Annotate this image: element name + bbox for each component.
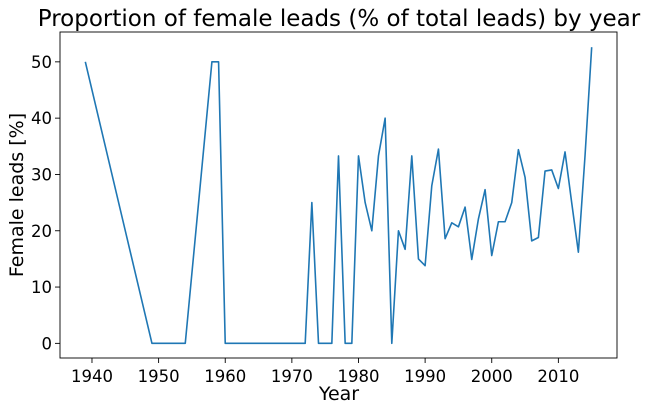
y-tick-label: 0 (42, 334, 53, 353)
x-tick-label: 1940 (71, 367, 113, 386)
y-tick-label: 50 (31, 53, 52, 72)
y-axis-label: Female leads [%] (6, 113, 28, 277)
x-tick-label: 1970 (271, 367, 313, 386)
x-tick-label: 1950 (138, 367, 180, 386)
y-tick-label: 30 (31, 165, 52, 184)
y-tick-label: 10 (31, 278, 52, 297)
x-axis-label: Year (318, 383, 359, 405)
y-tick-label: 20 (31, 222, 52, 241)
x-axis-ticks: 1940 1950 1960 1970 1980 1990 2000 2010 (71, 358, 579, 386)
x-tick-label: 2000 (471, 367, 513, 386)
chart-title: Proportion of female leads (% of total l… (38, 6, 641, 32)
series-line (84, 47, 593, 345)
y-axis-ticks: 0 10 20 30 40 50 (31, 53, 60, 353)
x-tick-label: 2010 (537, 367, 579, 386)
x-tick-label: 1960 (204, 367, 246, 386)
plot-area-frame (59, 31, 618, 359)
x-tick-label: 1980 (337, 367, 379, 386)
x-tick-label: 1990 (404, 367, 446, 386)
y-tick-label: 40 (31, 109, 52, 128)
